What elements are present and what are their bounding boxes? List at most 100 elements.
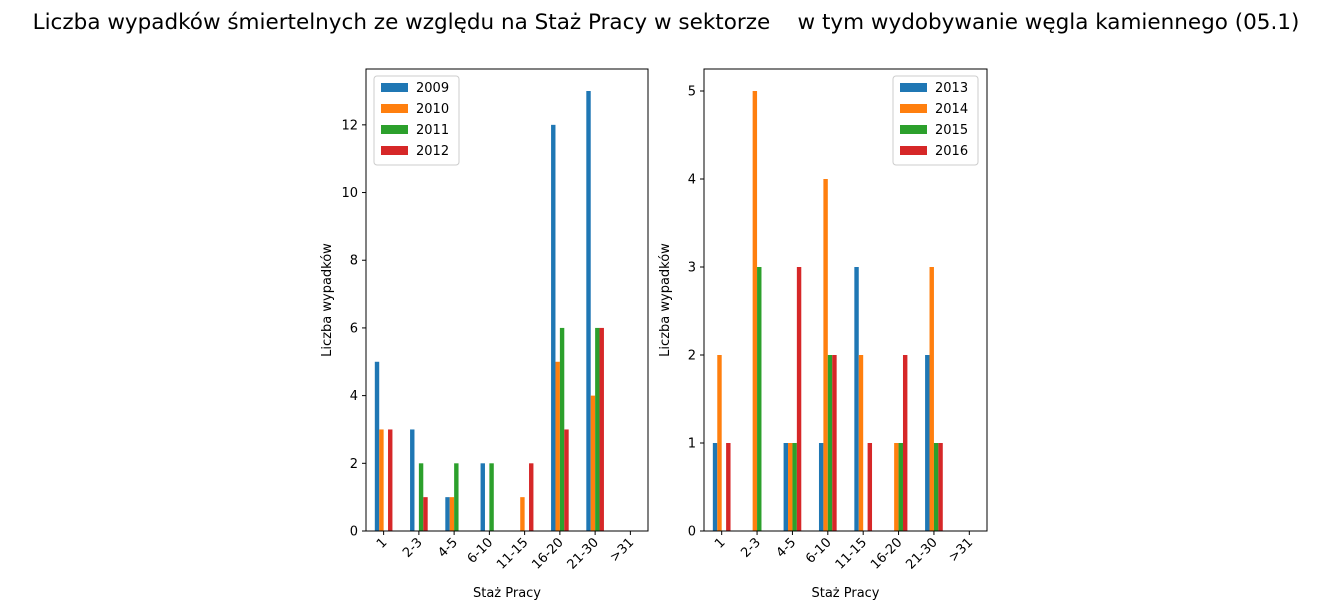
bar <box>757 267 762 531</box>
bar <box>559 327 565 531</box>
y-axis-label: Liczba wypadków <box>658 243 673 357</box>
legend-swatch <box>900 146 927 155</box>
plot-frame <box>365 68 649 532</box>
bar <box>555 361 560 531</box>
y-tick-label: 2 <box>350 457 358 472</box>
bar <box>410 429 415 531</box>
legend-swatch <box>900 104 927 113</box>
legend-swatch <box>381 104 408 113</box>
bar <box>818 443 824 531</box>
bar <box>445 497 450 531</box>
bar <box>529 463 534 531</box>
legend-label: 2015 <box>935 123 968 138</box>
bar <box>418 463 424 531</box>
bar <box>902 355 908 531</box>
legend-swatch <box>900 83 927 92</box>
y-tick-label: 12 <box>341 118 358 133</box>
bar <box>586 91 591 531</box>
legend-box <box>892 75 979 166</box>
legend-label: 2013 <box>935 81 968 96</box>
bar <box>480 463 485 531</box>
bar <box>783 443 789 531</box>
bar <box>867 443 873 531</box>
x-tick-label: 4-5 <box>435 535 461 561</box>
bar <box>832 355 837 531</box>
legend-label: 2009 <box>416 81 449 96</box>
bar <box>388 429 393 531</box>
bar <box>726 443 731 531</box>
bar <box>823 179 828 531</box>
bar <box>854 267 859 531</box>
y-tick-label: 10 <box>341 186 358 201</box>
bar <box>520 497 525 531</box>
legend-box <box>373 75 460 166</box>
bar <box>590 395 596 531</box>
x-tick-label: 1 <box>374 535 390 551</box>
bar <box>489 463 494 531</box>
x-tick-label: 16-20 <box>868 535 905 572</box>
x-tick-label: 6-10 <box>803 535 834 566</box>
legend-swatch <box>900 125 927 134</box>
x-tick-label: 6-10 <box>465 535 496 566</box>
bar <box>929 267 934 531</box>
bar <box>379 429 384 531</box>
x-tick-label: 16-20 <box>529 535 566 572</box>
legend-label: 2010 <box>416 102 449 117</box>
x-tick-label: 2-3 <box>400 535 426 561</box>
y-tick-label: 1 <box>688 437 696 452</box>
y-tick-label: 2 <box>688 349 696 364</box>
legend: 2009 2010 2011 2012 <box>373 75 460 166</box>
legend-swatch <box>381 125 408 134</box>
bar <box>788 443 793 531</box>
y-tick-label: 6 <box>350 321 358 336</box>
bar <box>827 355 833 531</box>
y-tick-label: 3 <box>688 261 696 276</box>
legend-swatch <box>381 146 408 155</box>
bar <box>925 355 930 531</box>
y-tick-label: 4 <box>350 389 358 404</box>
legend-label: 2014 <box>935 102 968 117</box>
bar <box>449 497 455 531</box>
x-tick-label: 2-3 <box>738 535 764 561</box>
bar <box>564 429 569 531</box>
x-tick-label: 21-30 <box>565 535 602 572</box>
bar <box>898 443 903 531</box>
bar <box>717 355 722 531</box>
figure-title: Liczba wypadków śmiertelnych ze względu … <box>32 10 1300 35</box>
y-tick-label: 8 <box>350 254 358 269</box>
y-tick-label: 4 <box>688 173 696 188</box>
bar <box>712 443 718 531</box>
y-tick-label: 5 <box>688 85 696 100</box>
x-tick-label: 4-5 <box>774 535 800 561</box>
legend-label: 2012 <box>416 144 449 159</box>
bar <box>551 124 556 531</box>
legend: 2013 2014 2015 2016 <box>892 75 979 166</box>
bar <box>858 355 864 531</box>
legend-label: 2016 <box>935 144 968 159</box>
y-axis-label: Liczba wypadków <box>320 243 335 357</box>
bar <box>454 463 459 531</box>
bar <box>599 327 604 531</box>
x-tick-label: 11-15 <box>494 535 531 572</box>
bar <box>933 443 939 531</box>
plot-frame <box>703 68 988 532</box>
x-tick-label: >31 <box>946 535 976 565</box>
bar <box>796 267 802 531</box>
bar <box>423 497 428 531</box>
x-tick-label: 21-30 <box>903 535 940 572</box>
legend-label: 2011 <box>416 123 449 138</box>
x-tick-label: 11-15 <box>833 535 870 572</box>
x-axis-label: Staż Pracy <box>811 586 879 601</box>
bar <box>752 91 758 531</box>
x-axis-label: Staż Pracy <box>473 586 541 601</box>
bar <box>374 361 380 531</box>
legend-swatch <box>381 83 408 92</box>
y-tick-label: 0 <box>688 525 696 540</box>
bar <box>894 443 899 531</box>
x-tick-label: 1 <box>712 535 728 551</box>
x-tick-label: >31 <box>607 535 637 565</box>
y-tick-label: 0 <box>350 525 358 540</box>
